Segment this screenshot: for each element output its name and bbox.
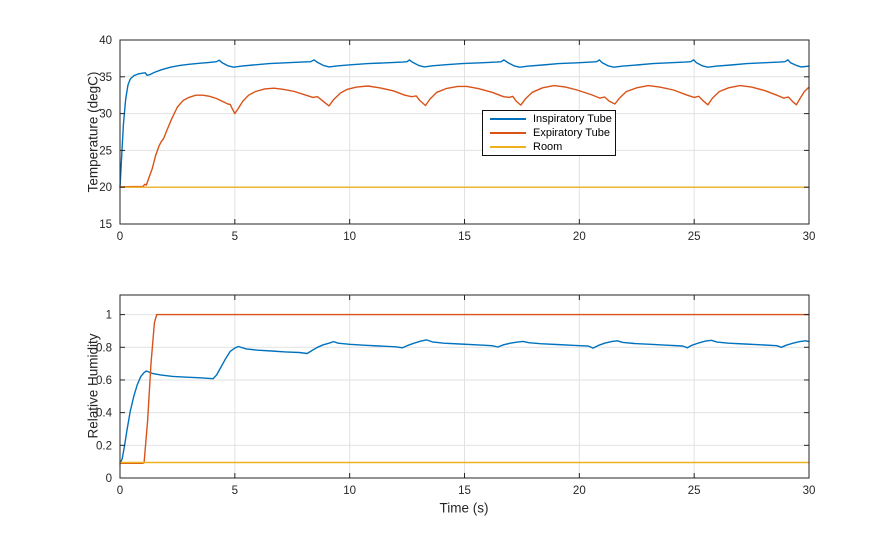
humidity-plot-ytick-label: 0 <box>106 473 112 485</box>
humidity-plot-ytick-label: 0.4 <box>96 408 113 420</box>
temperature-plot-xtick-label: 30 <box>803 231 816 243</box>
legend-line-swatch <box>490 146 526 148</box>
temperature-plot-ticks: 0 5 10 15 20 25 30 15 20 25 30 35 40 <box>99 35 815 243</box>
temperature-plot-xtick-label: 15 <box>458 231 471 243</box>
humidity-plot-xtick-label: 0 <box>117 485 123 497</box>
humidity-plot-xtick-label: 20 <box>573 485 586 497</box>
time-x-axis-label: Time (s) <box>439 500 489 516</box>
humidity-plot-xtick-label: 25 <box>688 485 701 497</box>
temperature-plot-ytick-label: 40 <box>99 35 112 47</box>
temperature-plot-ytick-label: 15 <box>99 219 112 231</box>
temperature-plot-xtick-label: 25 <box>688 231 701 243</box>
humidity-plot-ticks: 0 5 10 15 20 25 30 0 0.2 0.4 0.6 0.8 1 <box>96 295 815 497</box>
humidity-plot-ytick-label: 0.6 <box>96 375 112 387</box>
legend-line-swatch <box>490 132 526 134</box>
legend-item-room: Room <box>490 140 615 154</box>
temperature-plot-ytick-label: 30 <box>99 109 112 121</box>
temperature-plot-series-inspiratory-tube <box>119 59 810 188</box>
humidity-y-axis-label: Relative Humidity <box>85 333 101 439</box>
temperature-plot-xtick-label: 10 <box>343 231 356 243</box>
humidity-plot: 0 5 10 15 20 25 30 0 0.2 0.4 0.6 0.8 1 <box>96 294 815 497</box>
humidity-plot-ytick-label: 0.8 <box>96 342 112 354</box>
temperature-y-axis-label: Temperature (degC) <box>85 71 101 193</box>
legend: Inspiratory Tube Expiratory Tube Room <box>482 110 616 156</box>
legend-label: Expiratory Tube <box>533 127 611 139</box>
humidity-plot-xtick-label: 30 <box>803 485 816 497</box>
legend-item-inspiratory-tube: Inspiratory Tube <box>490 112 615 126</box>
temperature-plot-series-expiratory-tube <box>119 84 810 188</box>
temperature-plot-ytick-label: 35 <box>99 72 112 84</box>
temperature-plot-xtick-label: 20 <box>573 231 586 243</box>
temperature-plot-grid <box>120 40 809 224</box>
humidity-plot-xtick-label: 10 <box>343 485 356 497</box>
legend-label: Inspiratory Tube <box>533 113 612 125</box>
humidity-plot-series-inspiratory-tube <box>119 339 810 465</box>
legend-item-expiratory-tube: Expiratory Tube <box>490 126 615 140</box>
temperature-plot-ytick-label: 20 <box>99 182 112 194</box>
humidity-plot-grid <box>120 295 809 478</box>
humidity-plot-xtick-label: 5 <box>232 485 238 497</box>
legend-line-swatch <box>490 118 526 120</box>
humidity-plot-xtick-label: 15 <box>458 485 471 497</box>
humidity-plot-ytick-label: 0.2 <box>96 440 112 452</box>
temperature-plot-xtick-label: 0 <box>117 231 123 243</box>
temperature-plot-ytick-label: 25 <box>99 145 112 157</box>
legend-label: Room <box>533 141 563 153</box>
humidity-plot-ytick-label: 1 <box>106 310 112 322</box>
temperature-plot-xtick-label: 5 <box>232 231 238 243</box>
temperature-plot: 0 5 10 15 20 25 30 15 20 25 30 35 40 <box>99 35 815 243</box>
